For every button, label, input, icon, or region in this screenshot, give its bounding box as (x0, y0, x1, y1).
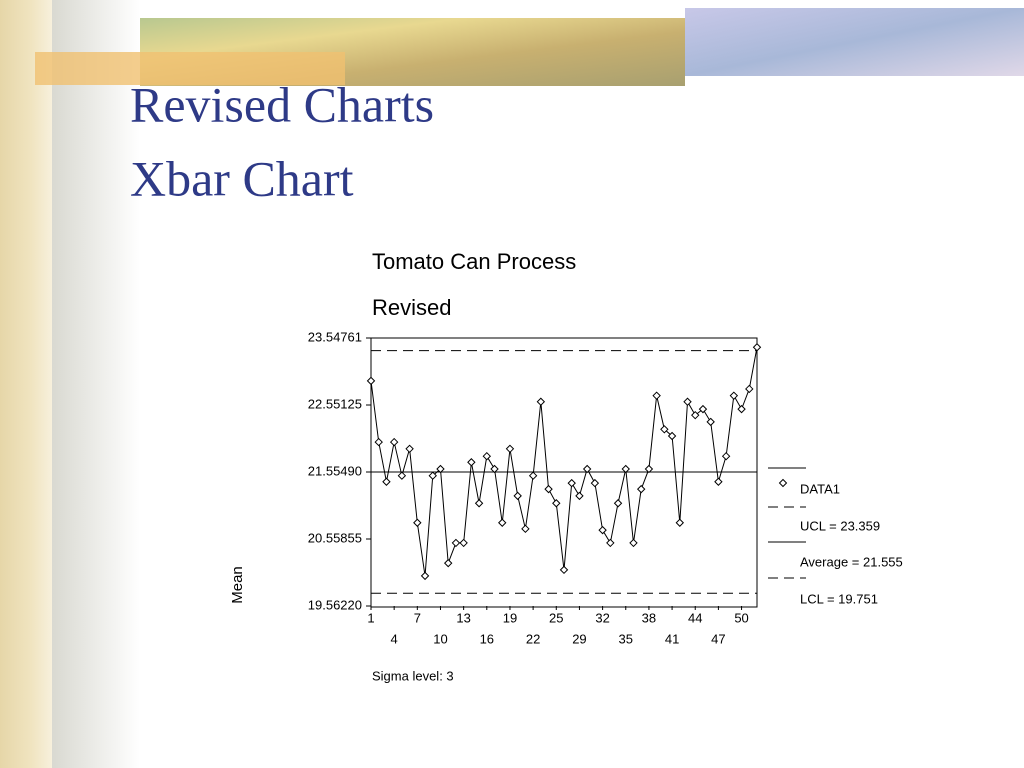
x-tick-label: 32 (595, 610, 609, 625)
data-point (598, 525, 607, 535)
data-point (714, 477, 723, 486)
data-point (683, 397, 692, 406)
data-point (374, 437, 383, 447)
data-point (675, 518, 685, 527)
x-tick-label: 13 (456, 610, 470, 625)
data-point (528, 471, 538, 480)
chart-title: Tomato Can Process (372, 249, 576, 274)
data-point (721, 451, 731, 461)
x-tick-label: 16 (480, 631, 494, 646)
x-tick-label: 38 (642, 610, 656, 625)
data-point (505, 444, 515, 454)
x-tick-label: 29 (572, 631, 586, 646)
chart-subtitle: Revised (372, 295, 451, 320)
legend-label: UCL = 23.359 (800, 518, 880, 533)
x-tick-label: 7 (414, 610, 421, 625)
banner-bar (35, 52, 345, 85)
y-tick-label: 21.55490 (308, 463, 362, 478)
slide-title: Revised Charts (130, 76, 434, 132)
y-axis-label: Mean (229, 566, 246, 604)
x-tick-label: 35 (619, 631, 633, 646)
data-point (405, 444, 414, 454)
legend-label: LCL = 19.751 (800, 591, 878, 606)
data-point (752, 343, 762, 352)
x-tick-label: 1 (367, 610, 374, 625)
legend-marker (778, 478, 788, 488)
data-point (366, 376, 376, 386)
data-point (490, 464, 499, 474)
y-tick-label: 22.55125 (308, 396, 362, 411)
x-tick-label: 4 (391, 631, 398, 646)
data-point (590, 478, 600, 488)
data-point (575, 491, 584, 501)
texture-strip (0, 0, 52, 768)
data-point (606, 538, 615, 548)
data-point (652, 391, 661, 400)
data-point (420, 571, 430, 581)
data-point (667, 431, 677, 441)
x-tick-label: 41 (665, 631, 679, 646)
data-point (521, 524, 530, 534)
data-point (698, 404, 708, 414)
data-point (413, 518, 422, 527)
legend-label: Average = 21.555 (800, 554, 903, 569)
data-point (644, 464, 654, 474)
data-point (498, 518, 507, 527)
data-point (613, 499, 623, 508)
y-tick-label: 19.56220 (308, 597, 362, 612)
x-tick-label: 25 (549, 610, 563, 625)
slide-subtitle: Xbar Chart (130, 150, 354, 206)
data-point (737, 404, 746, 414)
shadow (50, 0, 140, 768)
note: Sigma level: 3 (372, 668, 454, 683)
data-point (552, 499, 561, 508)
data-point (660, 425, 669, 434)
data-point (559, 565, 569, 575)
x-tick-label: 50 (734, 610, 748, 625)
data-point (389, 437, 399, 447)
data-point (459, 538, 468, 548)
data-point (544, 484, 553, 494)
data-point (436, 464, 445, 474)
data-point (567, 478, 576, 488)
data-point (513, 491, 522, 501)
legend-label: DATA1 (800, 481, 840, 496)
y-tick-label: 20.55855 (308, 530, 362, 545)
data-line (370, 347, 758, 576)
data-point (582, 464, 592, 474)
x-tick-label: 44 (688, 610, 702, 625)
data-point (482, 451, 492, 461)
data-point (621, 464, 630, 474)
data-point (536, 397, 546, 406)
x-tick-label: 10 (433, 631, 447, 646)
data-point (691, 410, 700, 420)
y-tick-label: 23.54761 (308, 329, 362, 344)
data-point (745, 384, 754, 394)
data-point (467, 458, 476, 467)
x-tick-label: 22 (526, 631, 540, 646)
data-point (706, 417, 715, 427)
data-point (428, 471, 437, 480)
data-point (397, 471, 407, 480)
data-point (443, 558, 453, 568)
x-tick-label: 19 (503, 610, 517, 625)
data-point (729, 391, 739, 400)
x-tick-label: 47 (711, 631, 725, 646)
banner-image (685, 8, 1024, 76)
data-point (451, 538, 461, 548)
data-point (629, 538, 638, 548)
data-point (474, 499, 484, 508)
data-point (636, 484, 646, 494)
data-point (382, 477, 391, 486)
